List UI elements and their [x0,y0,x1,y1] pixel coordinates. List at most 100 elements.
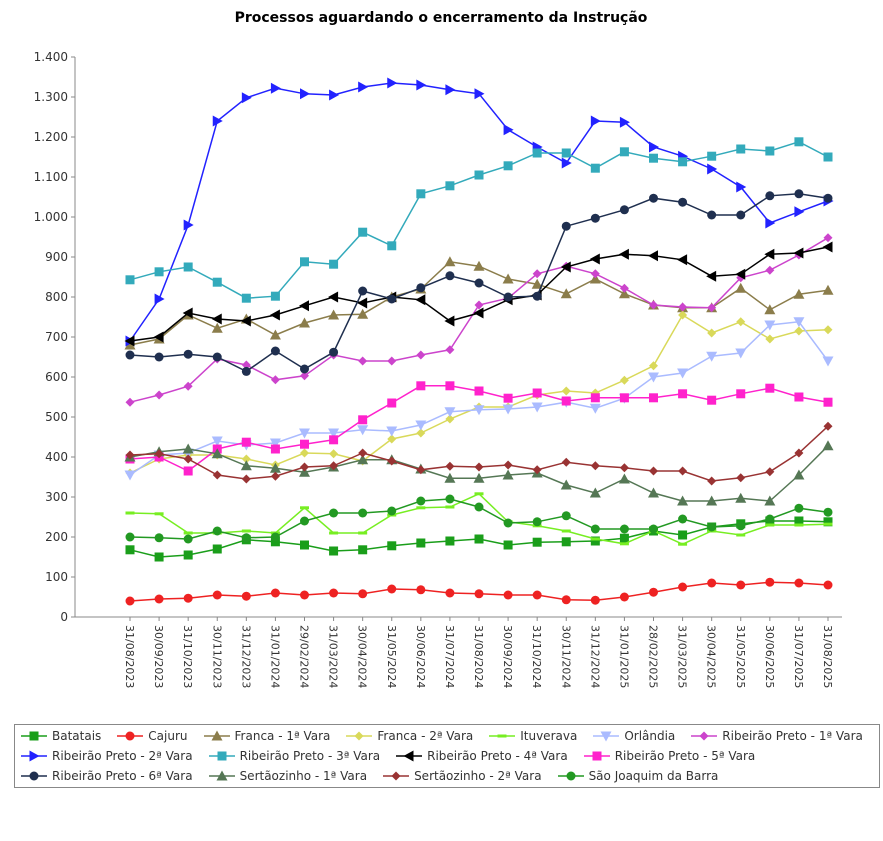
legend-item: Ribeirão Preto - 4ª Vara [396,749,568,763]
data-point [649,193,658,203]
y-tick-label: 100 [45,570,68,584]
legend-item: Ribeirão Preto - 6ª Vara [21,769,193,783]
data-point [649,141,659,153]
data-point [707,328,717,338]
data-point [619,463,629,473]
data-point [124,335,135,347]
legend-label: Ribeirão Preto - 4ª Vara [427,749,568,763]
legend-item: São Joaquim da Barra [557,769,718,783]
data-point [532,148,542,158]
data-point [300,88,310,100]
data-point [502,469,514,480]
data-point [387,506,397,516]
data-point [619,542,629,546]
legend-label: Ribeirão Preto - 3ª Vara [239,749,381,763]
legend-item: Sertãozinho - 1ª Vara [208,769,367,783]
legend-item: Ribeirão Preto - 5ª Vara [583,749,755,763]
data-point [270,532,280,542]
data-point [357,425,369,436]
legend-marker [566,771,576,781]
data-point [445,181,455,191]
data-point [822,284,834,295]
x-tick-label: 30/11/2024 [559,625,572,688]
x-tick-label: 31/08/2025 [821,625,834,688]
data-point [183,550,193,560]
y-tick-label: 1.300 [34,90,68,104]
data-point [532,517,542,527]
legend-icon [489,734,516,738]
y-tick-label: 1.000 [34,210,68,224]
data-point [474,170,484,180]
data-point [154,293,165,305]
data-point [590,524,600,534]
legend-icon [346,731,373,741]
data-point [270,375,280,385]
data-point [358,448,368,458]
data-point [503,518,513,528]
data-point [299,300,309,312]
data-point [619,205,629,215]
data-point [764,248,775,260]
data-point [445,414,455,424]
data-point [618,473,630,484]
data-point [416,79,427,91]
data-point [387,584,397,594]
data-point [386,426,398,437]
data-point [358,589,368,599]
x-tick-label: 31/03/2025 [676,625,689,688]
data-point [532,537,542,547]
data-point [765,383,775,393]
data-point [765,146,775,156]
data-point [416,465,426,475]
y-tick-label: 1.400 [34,50,68,64]
data-point [735,268,746,280]
legend-label: Batatais [52,729,102,743]
data-point [619,533,629,543]
series-line [129,385,829,472]
legend-label: Franca - 1ª Vara [234,729,331,743]
data-point [387,434,397,444]
legend-item: Franca - 2ª Vara [346,729,473,743]
data-point [649,361,658,371]
legend-label: Ribeirão Preto - 2ª Vara [52,749,193,763]
data-point [300,506,309,510]
legend-icon [117,731,144,741]
data-point [445,271,455,281]
x-tick-label: 31/01/2024 [268,625,281,688]
data-point [794,326,804,336]
data-point [648,487,659,498]
data-point [299,466,310,477]
data-point [707,395,717,405]
data-point [678,514,688,524]
data-point [502,404,514,415]
data-point [329,588,339,598]
data-point [794,189,804,199]
data-point [183,593,193,603]
data-point [329,435,339,445]
data-point [241,529,251,533]
data-point [183,466,193,476]
data-point [503,540,513,550]
data-point [270,537,280,547]
data-point [560,288,572,299]
data-point [707,163,718,175]
legend-label: Ituverava [520,729,578,743]
data-point [328,291,339,303]
data-point [211,436,223,447]
data-point [416,496,426,506]
x-tick-label: 30/06/2024 [414,625,427,688]
data-point [678,157,688,167]
data-point [619,592,629,602]
data-point [154,533,164,543]
data-point [416,350,426,360]
data-point [445,84,456,96]
data-point [764,320,776,331]
data-point [445,461,455,471]
data-point [589,487,601,498]
data-point [736,533,746,537]
legend-label: Franca - 2ª Vara [377,729,474,743]
data-point [561,537,571,547]
data-point [300,364,309,374]
data-point [125,532,135,542]
data-point [590,537,600,541]
